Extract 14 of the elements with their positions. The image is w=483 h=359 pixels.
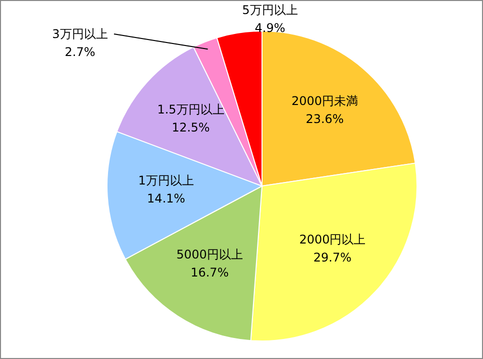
data-label: 23.6% [306,112,344,126]
slice-label: 1万円以上 [138,173,194,188]
data-label: 29.7% [313,250,352,264]
data-label: 2.7% [64,45,96,59]
slice-label: 2000円以上 [299,232,366,246]
slice-label: 3万円以上 [52,27,108,41]
data-label: 12.5% [172,120,210,135]
data-label: 4.9% [254,21,286,35]
slice-label: 1.5万円以上 [157,102,224,117]
data-label: 16.7% [190,266,229,280]
slice-label: 5000円以上 [176,248,243,262]
data-label: 14.1% [147,191,186,206]
slice-label: 2000円未満 [291,94,358,108]
slice-label: 5万円以上 [242,3,298,17]
